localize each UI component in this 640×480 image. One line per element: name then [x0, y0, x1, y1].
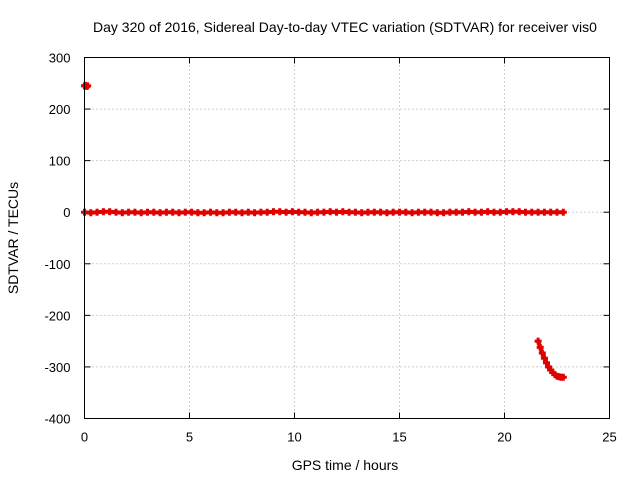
- y-tick-label: -300: [44, 360, 70, 375]
- chart-title: Day 320 of 2016, Sidereal Day-to-day VTE…: [93, 19, 597, 35]
- point-trail: [84, 83, 90, 89]
- plot-frame: [84, 57, 610, 419]
- data-points: [81, 81, 567, 381]
- y-tick-label: 200: [49, 102, 71, 117]
- x-tick-label: 15: [392, 430, 406, 445]
- y-tick-label: -400: [44, 412, 70, 427]
- x-tick-label: 5: [186, 430, 193, 445]
- x-tick-label: 10: [287, 430, 301, 445]
- x-tick-label: 20: [497, 430, 511, 445]
- y-tick-label: 100: [49, 154, 71, 169]
- y-tick-label: 300: [49, 51, 71, 66]
- y-tick-label: -100: [44, 257, 70, 272]
- y-tick-label: -200: [44, 308, 70, 323]
- y-axis-label: SDTVAR / TECUs: [5, 182, 21, 294]
- x-tick-label: 0: [81, 430, 88, 445]
- grid: [84, 57, 610, 419]
- x-tick-label: 25: [602, 430, 616, 445]
- y-tick-label: 0: [63, 205, 70, 220]
- x-axis-label: GPS time / hours: [292, 457, 399, 473]
- axis-ticks: 0 5 10 15 20 25 300 200 100 0 -100 -200 -300 -400: [44, 51, 616, 445]
